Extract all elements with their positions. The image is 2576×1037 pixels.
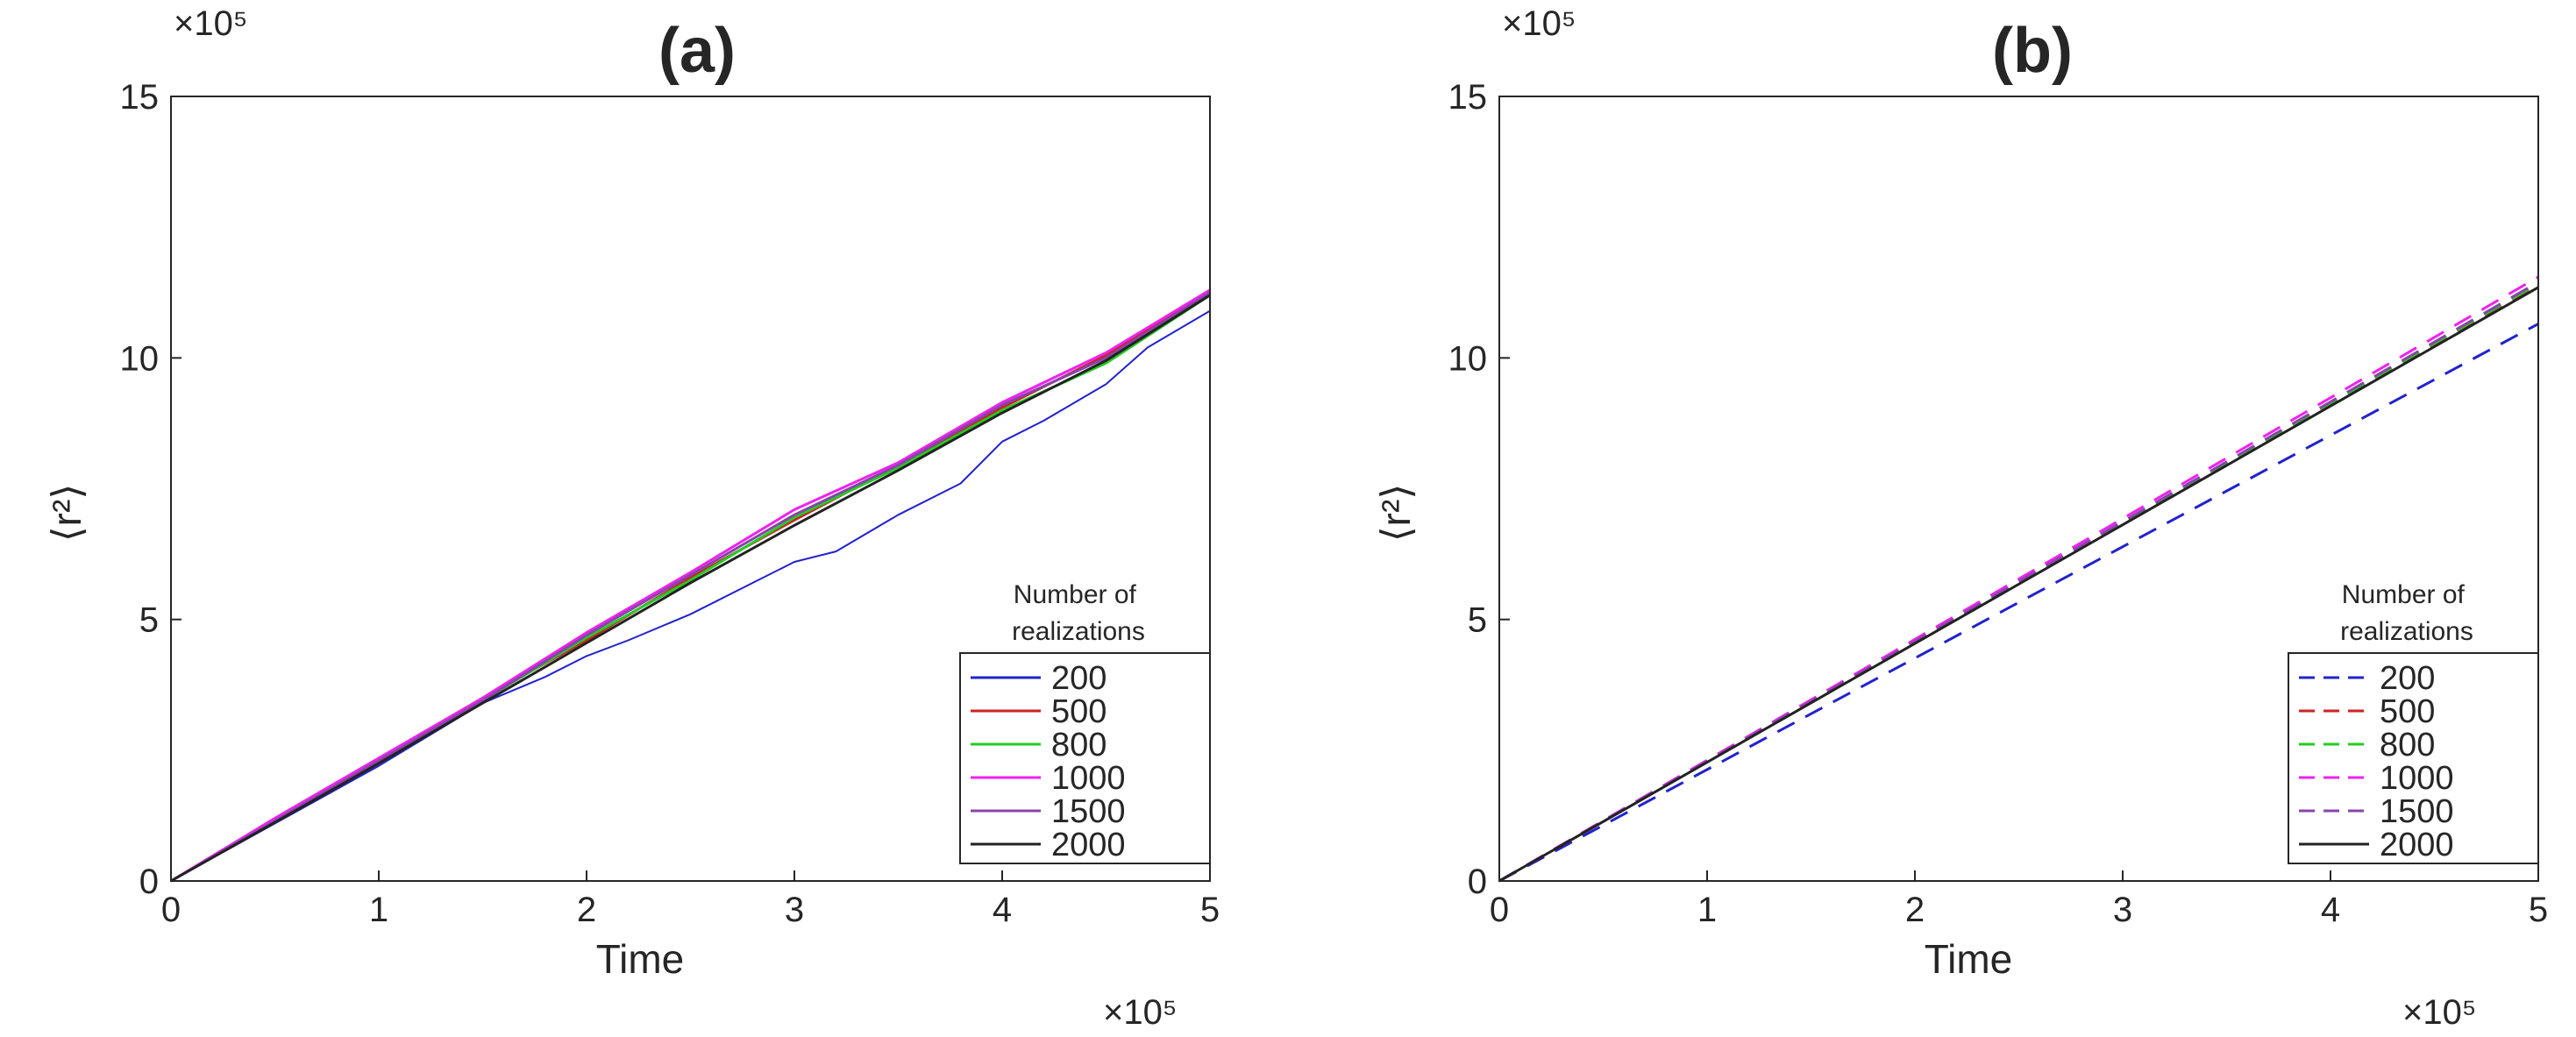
x-tick-label: 2 xyxy=(1905,891,1925,929)
x-tick-label: 1 xyxy=(1697,891,1717,929)
panel-b-plot-area xyxy=(1498,275,2539,883)
y-tick-label: 15 xyxy=(120,78,160,117)
panel-a-legend-title: Number of realizations xyxy=(1012,580,1145,646)
x-tick-label: 1 xyxy=(369,891,388,929)
panel-b-legend-title-line: realizations xyxy=(2340,617,2473,646)
panel-a-y-multiplier: ×10⁵ xyxy=(174,4,247,43)
x-tick-label: 0 xyxy=(1490,891,1509,929)
legend-label-800: 800 xyxy=(2380,727,2435,764)
panel-b-legend: Number of realizations 20050080010001500… xyxy=(2288,580,2539,864)
legend-label-1000: 1000 xyxy=(1051,760,1126,797)
panel-a-axes-frame xyxy=(170,96,1211,882)
x-tick-label: 5 xyxy=(2529,891,2548,929)
y-tick-label: 0 xyxy=(139,863,159,901)
y-tick-label: 15 xyxy=(1448,78,1488,117)
panel-b-legend-title-line: Number of xyxy=(2342,580,2466,609)
legend-label-200: 200 xyxy=(2380,660,2435,697)
y-tick-label: 5 xyxy=(1468,601,1487,640)
panel-a-legend-box xyxy=(959,652,1211,864)
panel-b-legend-box xyxy=(2288,652,2539,864)
x-tick-label: 3 xyxy=(785,891,804,929)
x-tick-label: 3 xyxy=(2113,891,2132,929)
y-tick-label: 10 xyxy=(120,339,160,378)
panel-b-title: (b) xyxy=(1992,16,2073,86)
x-tick-label: 2 xyxy=(577,891,596,929)
panel-a: (a) ×10⁵ ×10⁵ Time ⟨r²⟩ 0 1 2 3 4 5 0 5 10 15 Num… xyxy=(44,4,1220,1032)
panel-a-legend-title-line: realizations xyxy=(1012,617,1145,646)
legend-label-1500: 1500 xyxy=(2380,793,2454,830)
legend-label-500: 500 xyxy=(2380,693,2435,730)
legend-label-1000: 1000 xyxy=(2380,760,2454,797)
x-tick-label: 0 xyxy=(161,891,181,929)
panel-a-x-axis-label: Time xyxy=(596,936,685,982)
x-tick-label: 5 xyxy=(1200,891,1220,929)
y-tick-label: 0 xyxy=(1468,863,1487,901)
y-tick-label: 10 xyxy=(1448,339,1488,378)
x-tick-label: 4 xyxy=(2321,891,2340,929)
legend-label-200: 200 xyxy=(1051,660,1107,697)
series-line-1000 xyxy=(170,288,1211,883)
panel-a-ticks: 0 1 2 3 4 5 0 5 10 15 xyxy=(120,78,1220,929)
panel-a-legend: Number of realizations 20050080010001500… xyxy=(959,580,1211,864)
legend-label-2000: 2000 xyxy=(1051,827,1126,863)
panel-b-ticks: 0 1 2 3 4 5 0 5 10 15 xyxy=(1448,78,2549,929)
panel-b-axes-frame xyxy=(1498,96,2539,882)
series-line-1500 xyxy=(170,291,1211,883)
series-line-200 xyxy=(1498,323,2539,883)
panel-a-title: (a) xyxy=(658,16,736,86)
legend-label-500: 500 xyxy=(1051,693,1107,730)
series-line-2000 xyxy=(1498,286,2539,883)
legend-label-2000: 2000 xyxy=(2380,827,2454,863)
legend-label-800: 800 xyxy=(1051,727,1107,764)
x-tick-label: 4 xyxy=(993,891,1012,929)
y-tick-label: 5 xyxy=(139,601,159,640)
panel-b-x-axis-label: Time xyxy=(1925,936,2013,982)
panel-b: (b) ×10⁵ ×10⁵ Time ⟨r²⟩ 0 1 2 3 4 5 0 5 10 15 Num… xyxy=(1373,4,2548,1032)
panel-b-y-axis-label: ⟨r²⟩ xyxy=(1373,484,1419,543)
panel-a-plot-area xyxy=(170,288,1211,883)
series-line-2000 xyxy=(170,294,1211,883)
panel-b-y-multiplier: ×10⁵ xyxy=(1502,4,1576,43)
panel-b-legend-title: Number of realizations xyxy=(2340,580,2473,646)
panel-a-legend-title-line: Number of xyxy=(1014,580,1137,609)
panel-b-x-multiplier: ×10⁵ xyxy=(2402,993,2476,1032)
legend-label-1500: 1500 xyxy=(1051,793,1126,830)
panel-a-y-axis-label: ⟨r²⟩ xyxy=(44,484,89,543)
panel-a-x-multiplier: ×10⁵ xyxy=(1103,993,1177,1032)
